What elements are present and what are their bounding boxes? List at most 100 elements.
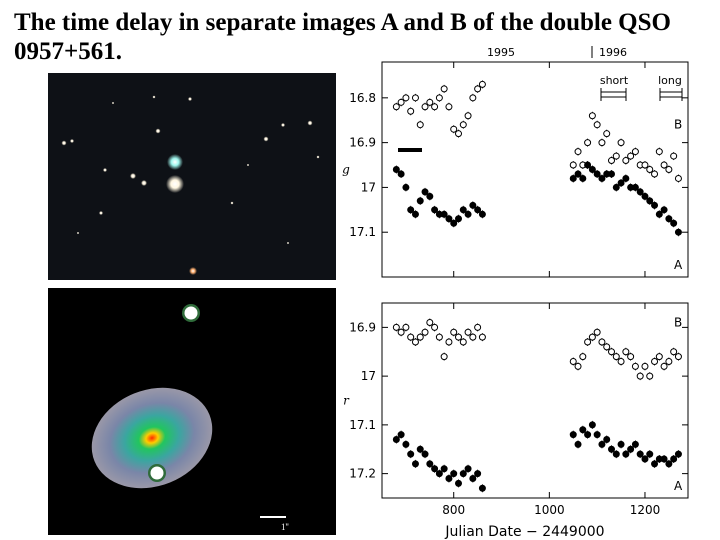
data-point-b [622, 157, 630, 165]
data-point-b [455, 130, 462, 138]
data-point-b [445, 103, 453, 111]
data-point-a [569, 431, 577, 439]
data-point-b [469, 333, 477, 341]
data-point-b [612, 353, 620, 361]
data-point-a [478, 484, 486, 492]
data-point-a [588, 166, 596, 173]
data-point-a [674, 450, 682, 458]
data-point-a [411, 210, 419, 218]
data-point-b [455, 333, 462, 341]
data-point-a [450, 470, 458, 478]
data-point-b [603, 343, 611, 351]
data-point-b [631, 362, 639, 370]
top-year-label: 1995 [487, 46, 515, 59]
data-point-a [670, 219, 678, 227]
y-tick-label: 16.9 [349, 136, 376, 150]
data-point-b [397, 328, 405, 336]
y-tick-label: 17.1 [349, 418, 376, 432]
data-point-b [593, 121, 601, 129]
data-point-b [474, 85, 482, 93]
data-point-b [603, 130, 611, 138]
data-point-a [588, 421, 596, 429]
data-point-b [421, 328, 429, 336]
data-point-b [674, 174, 682, 182]
data-point-a [598, 174, 606, 182]
data-point-a [641, 192, 649, 200]
series-label-b: B [674, 117, 682, 131]
band-label: r [343, 394, 350, 408]
y-tick-label: 16.9 [349, 320, 376, 334]
data-point-b [416, 121, 424, 129]
data-point-a [474, 206, 482, 214]
data-point-a [416, 197, 424, 205]
data-point-b [574, 362, 582, 370]
data-point-a [450, 219, 458, 227]
data-point-b [665, 358, 673, 365]
data-point-a [469, 201, 477, 209]
data-point-a [622, 450, 630, 458]
data-point-b [478, 80, 486, 88]
data-point-a [464, 465, 472, 473]
data-point-a [445, 475, 453, 482]
data-point-b [670, 348, 678, 356]
data-point-a [440, 210, 448, 218]
series-label-b: B [674, 316, 682, 330]
data-point-a [603, 436, 611, 443]
panel-frame [381, 302, 689, 499]
data-point-b [608, 348, 615, 356]
data-point-b [617, 139, 625, 147]
data-point-b [670, 152, 678, 160]
data-point-b [651, 170, 659, 178]
data-point-a [612, 450, 620, 458]
data-point-a [608, 445, 615, 453]
data-point-b [397, 98, 405, 106]
data-point-a [574, 440, 582, 448]
data-point-b [584, 139, 592, 147]
data-point-b [402, 94, 410, 102]
data-point-b [674, 353, 682, 361]
data-point-b [574, 148, 582, 156]
data-point-b [464, 328, 472, 336]
data-point-b [593, 328, 601, 336]
data-point-a [651, 460, 659, 468]
data-point-a [397, 170, 405, 178]
data-point-a [407, 450, 415, 458]
data-point-b [646, 372, 654, 380]
y-tick-label: 17 [361, 180, 376, 194]
data-point-a [455, 479, 462, 487]
data-point-b [655, 353, 663, 361]
data-point-a [445, 215, 453, 223]
data-point-b [598, 338, 606, 346]
data-point-b [411, 94, 419, 102]
data-point-b [450, 125, 458, 133]
data-point-b [464, 112, 472, 120]
data-point-a [584, 161, 592, 169]
data-point-a [411, 460, 419, 468]
x-tick-label: 1200 [630, 503, 661, 517]
data-point-a [426, 460, 434, 468]
data-point-a [402, 183, 410, 191]
data-point-b [631, 148, 639, 156]
data-point-b [617, 358, 625, 365]
data-point-a [612, 183, 620, 191]
data-point-b [627, 152, 635, 160]
data-point-a [426, 192, 434, 200]
data-point-a [608, 170, 615, 178]
data-point-b [569, 161, 577, 169]
x-tick-label: 800 [442, 503, 465, 517]
x-axis-label: Julian Date − 2449000 [444, 524, 604, 540]
x-tick-label: 1000 [534, 503, 565, 517]
data-point-b [459, 121, 467, 129]
data-point-a [569, 174, 577, 182]
data-point-a [665, 215, 673, 223]
slide-title: The time delay in separate images A and … [14, 9, 671, 65]
data-point-a [636, 450, 644, 458]
data-point-a [665, 460, 673, 468]
y-tick-label: 17.2 [349, 467, 376, 481]
data-point-a [392, 166, 400, 173]
data-point-b [431, 323, 439, 331]
data-point-b [598, 139, 606, 147]
band-label: g [342, 163, 350, 177]
data-point-b [416, 333, 424, 341]
data-point-a [464, 210, 472, 218]
